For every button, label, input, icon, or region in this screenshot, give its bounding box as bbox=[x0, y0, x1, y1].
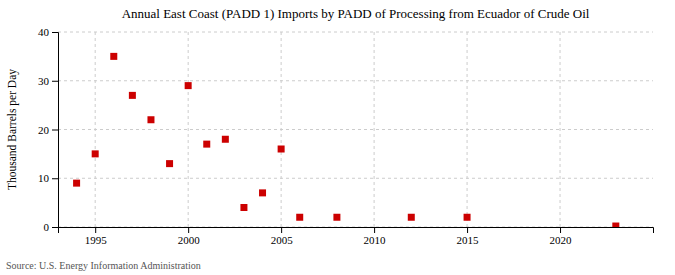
x-grid bbox=[95, 32, 560, 227]
tick: 1995 bbox=[85, 227, 108, 246]
tick-mark bbox=[188, 227, 189, 233]
tick-mark bbox=[52, 130, 58, 131]
tick: 40 bbox=[38, 26, 58, 38]
tick-mark bbox=[467, 227, 468, 233]
points bbox=[73, 53, 619, 227]
x-axis: 1995 2000 2005 2010 2015 2020 bbox=[59, 227, 654, 246]
tick: 2000 bbox=[178, 227, 201, 246]
grid-line bbox=[58, 129, 653, 130]
tick-mark bbox=[52, 227, 58, 228]
grid-line bbox=[58, 80, 653, 81]
title: Annual East Coast (PADD 1) Imports by PA… bbox=[122, 6, 590, 21]
point bbox=[222, 136, 229, 143]
grid-line bbox=[58, 178, 653, 179]
axis-line bbox=[52, 33, 59, 228]
tick-mark bbox=[281, 227, 282, 233]
tick-label: 1995 bbox=[85, 234, 108, 246]
tick-mark bbox=[560, 227, 561, 233]
tick-label: 10 bbox=[38, 172, 50, 184]
grid-line bbox=[188, 32, 189, 227]
point bbox=[240, 204, 247, 211]
grid-line bbox=[95, 32, 96, 227]
tick-mark bbox=[95, 227, 96, 233]
point bbox=[296, 214, 303, 221]
chart: 1995 2000 2005 2010 2015 2020 0 10 20 30 40 Annual … bbox=[0, 0, 675, 275]
point bbox=[73, 180, 80, 187]
tick-label: 2000 bbox=[178, 234, 201, 246]
grid-line bbox=[374, 32, 375, 227]
point bbox=[147, 116, 154, 123]
tick-mark bbox=[52, 178, 58, 179]
tick-label: 2015 bbox=[457, 234, 480, 246]
point bbox=[612, 223, 619, 227]
point bbox=[408, 214, 415, 221]
tick-label: 2010 bbox=[364, 234, 387, 246]
source: Source: U.S. Energy Information Administ… bbox=[6, 260, 201, 271]
tick-label: 2020 bbox=[550, 234, 573, 246]
tick: 2010 bbox=[364, 227, 387, 246]
tick-label: 2005 bbox=[271, 234, 294, 246]
tick: 30 bbox=[38, 75, 58, 87]
point bbox=[185, 82, 192, 89]
tick-label: 30 bbox=[38, 75, 50, 87]
point bbox=[259, 189, 266, 196]
y-axis-label: Thousand Barrels per Day bbox=[6, 69, 19, 190]
tick-mark bbox=[374, 227, 375, 233]
tick-label: 0 bbox=[44, 221, 50, 233]
point bbox=[92, 150, 99, 157]
axis-line bbox=[59, 228, 654, 234]
grid-line bbox=[467, 32, 468, 227]
point bbox=[166, 160, 173, 167]
tick: 20 bbox=[38, 124, 58, 136]
tick-label: 20 bbox=[38, 124, 50, 136]
grid-line bbox=[58, 32, 653, 33]
point bbox=[464, 214, 471, 221]
tick: 2020 bbox=[550, 227, 573, 246]
tick: 2015 bbox=[457, 227, 480, 246]
tick: 0 bbox=[44, 221, 59, 233]
point bbox=[203, 141, 210, 148]
tick-label: 40 bbox=[38, 26, 50, 38]
tick: 2005 bbox=[271, 227, 294, 246]
tick: 10 bbox=[38, 172, 58, 184]
tick-mark bbox=[52, 32, 58, 33]
point bbox=[110, 53, 117, 60]
plot: 1995 2000 2005 2010 2015 2020 0 10 20 30 40 bbox=[38, 26, 654, 246]
point bbox=[129, 92, 136, 99]
point bbox=[333, 214, 340, 221]
grid-line bbox=[281, 32, 282, 227]
grid-line bbox=[560, 32, 561, 227]
y-grid bbox=[58, 32, 653, 227]
y-axis: 0 10 20 30 40 bbox=[38, 26, 59, 233]
point bbox=[278, 146, 285, 153]
tick-mark bbox=[52, 81, 58, 82]
